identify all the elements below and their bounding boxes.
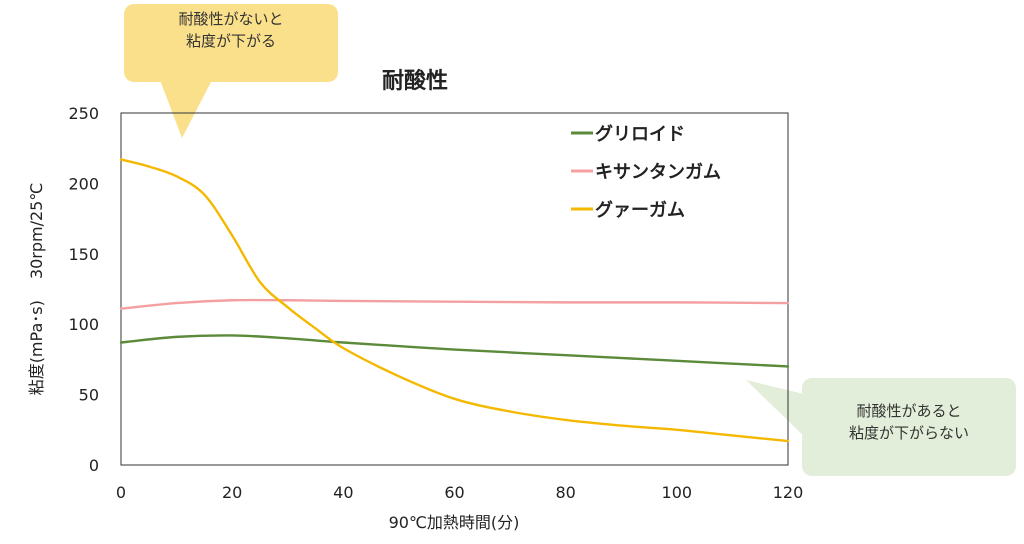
x-tick-label: 0	[116, 483, 126, 502]
x-axis-label: 90℃加熱時間(分)	[389, 513, 520, 532]
annotation-right-line-2: 粘度が下がらない	[848, 424, 969, 442]
annotation-bubble-right	[746, 378, 1016, 476]
annotation-top-line-1: 耐酸性がないと	[178, 10, 284, 28]
annotation-top-line-2: 粘度が下がる	[185, 32, 276, 50]
y-tick-label: 200	[68, 174, 99, 193]
annotation-right-text: 耐酸性があると 粘度が下がらない	[802, 400, 1016, 444]
annotation-right-line-1: 耐酸性があると	[856, 402, 962, 420]
y-tick-label: 250	[68, 104, 99, 123]
series-line-1	[119, 334, 790, 368]
legend-label: キサンタンガム	[595, 162, 721, 183]
legend-label: グリロイド	[595, 123, 685, 145]
annotation-bubble-right-pointer	[746, 380, 812, 444]
y-tick-label: 100	[68, 315, 99, 334]
series-lines	[119, 158, 790, 443]
x-tick-label: 100	[662, 483, 693, 502]
y-axis-label: 粘度(mPa･s) 30rpm/25℃	[27, 183, 46, 396]
chart-title: 耐酸性	[382, 69, 448, 94]
plot-area-frame	[120, 112, 789, 466]
legend-label: グァーガム	[595, 199, 685, 221]
y-tick-label: 0	[89, 456, 99, 475]
series-line-2	[119, 298, 790, 310]
x-tick-label: 60	[444, 483, 464, 502]
annotation-bubble-top-pointer	[160, 80, 212, 138]
x-tick-label: 20	[222, 483, 242, 502]
x-tick-label: 40	[333, 483, 353, 502]
annotation-bubble-right-body	[802, 378, 1016, 476]
y-tick-label: 50	[79, 386, 99, 405]
x-axis-ticks: 0 20 40 60 80 100 120	[116, 483, 803, 502]
y-axis-ticks: 0 50 100 150 200 250	[68, 104, 99, 475]
x-tick-label: 120	[773, 483, 804, 502]
annotation-top-text: 耐酸性がないと 粘度が下がる	[124, 8, 338, 52]
x-tick-label: 80	[555, 483, 575, 502]
annotation-bubble-top-body	[124, 4, 338, 82]
series-line-3	[119, 158, 790, 443]
y-tick-label: 150	[68, 245, 99, 264]
annotation-bubble-top	[124, 4, 338, 138]
